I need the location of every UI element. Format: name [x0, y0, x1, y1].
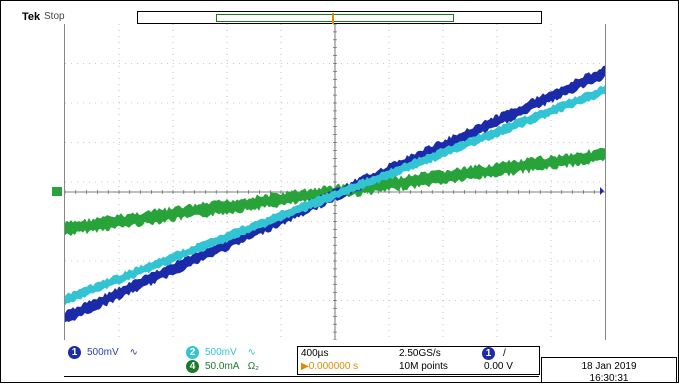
- channel-1-badge: 1: [68, 346, 81, 359]
- acquisition-state: Stop: [44, 11, 65, 22]
- measurement-strip: [64, 376, 539, 384]
- graticule: [65, 24, 605, 340]
- date-time-display: 18 Jan 2019 16:30:31: [541, 357, 677, 384]
- waveforms: [65, 65, 605, 323]
- record-length: 10M points: [399, 361, 448, 372]
- date-label: 18 Jan 2019: [581, 361, 637, 372]
- brand-logo: Tek: [22, 11, 41, 23]
- channel-info-bar: 1 500mV ∿ 2 500mV ∿ 4 50.0mA Ω₂: [64, 345, 539, 377]
- record-visible-window[interactable]: [216, 14, 454, 22]
- channel-4-badge: 4: [186, 360, 199, 373]
- bandwidth-icon: ∿: [129, 347, 138, 359]
- time-per-div: 400µs: [301, 348, 329, 359]
- channel-1-scale: 500mV: [87, 347, 119, 359]
- graticule-grid: [65, 24, 605, 340]
- waveform-display[interactable]: [64, 24, 606, 340]
- channel-4-readout[interactable]: 4 50.0mA Ω₂: [186, 360, 259, 373]
- channel-2-readout[interactable]: 2 500mV ∿: [186, 346, 256, 359]
- sample-rate: 2.50GS/s: [399, 348, 441, 359]
- channel-2-scale: 500mV: [205, 347, 237, 359]
- trigger-delay: ▶0.000000 s: [301, 361, 359, 372]
- trigger-slope-icon: /: [503, 348, 506, 359]
- channel-1-readout[interactable]: 1 500mV ∿: [68, 346, 138, 359]
- ohm-icon: Ω₂: [247, 361, 260, 373]
- channel-4-scale: 50.0mA: [205, 361, 239, 373]
- horizontal-trigger-panel[interactable]: 400µs ▶0.000000 s 2.50GS/s 10M points 1 …: [297, 346, 540, 375]
- trigger-source-badge: 1: [482, 347, 495, 360]
- bandwidth-icon: ∿: [247, 347, 256, 359]
- time-label: 16:30:31: [589, 373, 629, 384]
- trigger-level: 0.00 V: [484, 361, 513, 372]
- channel-2-badge: 2: [186, 346, 199, 359]
- channel-2-waveform: [65, 85, 605, 306]
